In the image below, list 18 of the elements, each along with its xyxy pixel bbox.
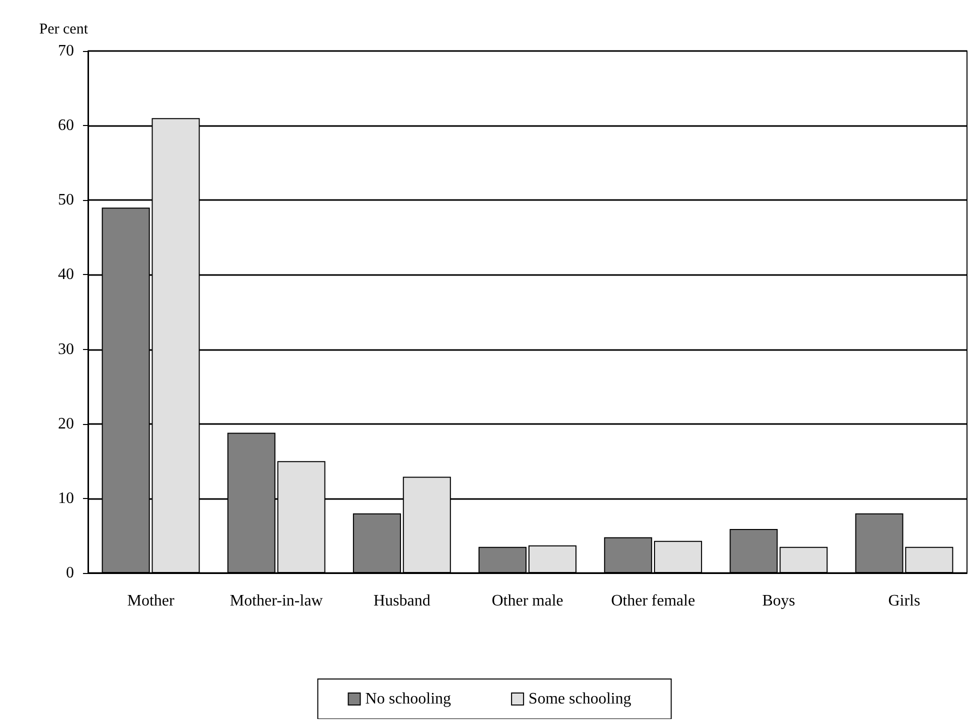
x-tick-label: Girls xyxy=(888,592,920,610)
y-tick-label: 70 xyxy=(58,42,74,60)
legend-label: No schooling xyxy=(365,690,452,708)
y-tick-label: 40 xyxy=(58,266,74,284)
y-tick-label: 50 xyxy=(58,192,74,209)
legend-label: Some schooling xyxy=(528,690,632,708)
x-tick-label: Mother-in-law xyxy=(230,592,324,610)
y-tick-label: 10 xyxy=(58,490,74,507)
y-tick-label: 0 xyxy=(66,564,74,582)
x-tick-label: Husband xyxy=(373,592,430,610)
y-axis-title: Per cent xyxy=(39,22,89,38)
x-tick-label: Other female xyxy=(611,592,696,610)
y-tick-label: 20 xyxy=(58,415,74,432)
x-tick-label: Boys xyxy=(762,592,796,610)
x-tick-label: Mother xyxy=(127,592,176,610)
y-tick-label: 60 xyxy=(58,117,74,134)
x-tick-label: Other male xyxy=(492,592,564,610)
y-tick-label: 30 xyxy=(58,340,74,358)
